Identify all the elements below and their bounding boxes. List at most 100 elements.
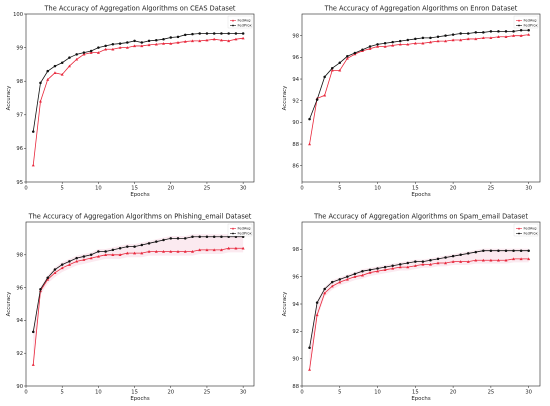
data-point <box>338 278 342 281</box>
data-point <box>519 29 523 32</box>
plot-frame <box>301 13 541 183</box>
data-point <box>482 31 485 34</box>
legend-box <box>227 223 253 237</box>
data-point <box>241 246 245 250</box>
data-point <box>198 248 202 252</box>
x-tick-label: 15 <box>412 390 419 396</box>
x-tick-label: 5 <box>338 186 341 192</box>
data-point <box>308 346 311 349</box>
data-point <box>353 272 357 276</box>
data-point <box>169 237 173 240</box>
legend-marker <box>231 227 235 230</box>
data-point <box>176 250 180 253</box>
data-point <box>155 240 158 243</box>
data-point <box>330 68 334 72</box>
y-tick-label: 92 <box>292 329 299 335</box>
data-point <box>451 260 455 263</box>
x-tick-label: 5 <box>61 186 64 192</box>
data-point <box>383 268 387 272</box>
data-point <box>496 258 500 262</box>
data-point <box>519 34 523 37</box>
data-point <box>429 36 432 40</box>
data-point <box>345 56 349 60</box>
data-point <box>241 32 245 35</box>
chart-title: The Accuracy of Aggregation Algorithms o… <box>324 5 518 13</box>
data-point <box>220 32 223 35</box>
data-point <box>527 257 531 261</box>
confidence-band <box>309 248 529 374</box>
chart-panel-4: The Accuracy of Aggregation Algorithms o… <box>282 213 541 402</box>
x-axis-label: Epochs <box>130 396 150 402</box>
data-point <box>53 64 57 68</box>
data-point <box>46 69 49 73</box>
x-tick-label: 0 <box>300 390 303 396</box>
y-tick-label: 96 <box>16 146 23 152</box>
data-point <box>140 251 144 255</box>
data-point <box>104 250 107 253</box>
data-point <box>406 261 410 265</box>
data-point <box>466 37 470 41</box>
x-tick-label: 20 <box>450 390 457 396</box>
y-tick-label: 96 <box>292 55 299 61</box>
data-point <box>118 46 122 49</box>
data-point <box>383 45 387 48</box>
data-point <box>444 39 448 43</box>
x-tick-label: 30 <box>525 390 532 396</box>
data-point <box>60 263 64 266</box>
data-point <box>504 30 508 33</box>
data-point <box>183 250 187 253</box>
data-point <box>162 250 166 253</box>
x-tick-label: 20 <box>450 186 457 192</box>
data-point <box>444 256 447 259</box>
data-point <box>482 249 485 252</box>
plot-frame <box>301 221 541 387</box>
data-point <box>53 271 57 275</box>
series-fedavg <box>31 246 245 366</box>
data-point <box>391 264 394 267</box>
data-point <box>308 368 312 371</box>
x-tick-label: 30 <box>525 186 532 192</box>
data-point <box>338 68 342 72</box>
data-point <box>162 42 166 45</box>
x-tick-label: 30 <box>240 390 247 396</box>
chart-title: The Accuracy of Aggregation Algorithms o… <box>313 213 528 221</box>
x-tick-label: 10 <box>95 390 102 396</box>
data-point <box>39 81 42 85</box>
legend-label: FedAvg <box>238 19 251 23</box>
legend-label: FedProx <box>238 24 253 28</box>
data-point <box>183 40 187 43</box>
y-tick-label: 98 <box>292 247 299 253</box>
series-fedprox <box>31 32 245 133</box>
data-point <box>504 258 508 262</box>
series-line-fedprox <box>309 250 529 348</box>
y-axis-label: Accuracy <box>282 291 288 316</box>
data-point <box>46 277 50 281</box>
y-axis-label: Accuracy <box>282 85 288 110</box>
data-point <box>241 36 245 40</box>
legend-marker <box>517 227 521 230</box>
data-point <box>360 273 364 277</box>
data-point <box>234 246 238 250</box>
data-point <box>60 61 64 64</box>
data-point <box>466 260 470 263</box>
data-point <box>212 248 216 252</box>
data-point <box>398 39 402 43</box>
data-point <box>368 271 372 274</box>
series-line-fedavg <box>309 34 529 145</box>
data-point <box>361 48 364 52</box>
data-point <box>481 36 485 40</box>
legend-label: FedAvg <box>524 227 537 231</box>
data-point <box>406 38 410 42</box>
data-point <box>346 55 349 58</box>
data-point <box>46 276 49 280</box>
data-point <box>31 130 35 133</box>
series-fedprox <box>308 249 530 349</box>
data-point <box>444 34 447 37</box>
data-point <box>89 49 93 53</box>
y-tick-label: 99 <box>16 45 23 51</box>
data-point <box>75 256 78 260</box>
y-axis-label: Accuracy <box>6 85 12 110</box>
data-point <box>38 99 42 103</box>
